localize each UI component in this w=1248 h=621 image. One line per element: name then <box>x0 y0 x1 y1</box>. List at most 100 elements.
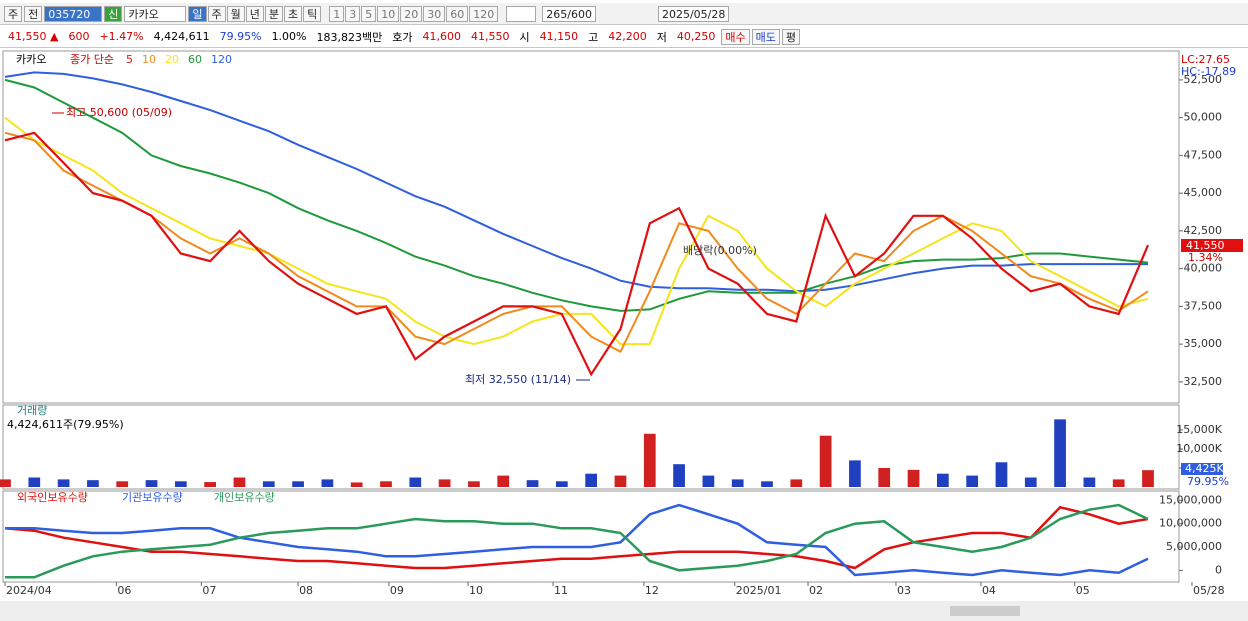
y-tick-label: 15,000K <box>1176 423 1222 436</box>
change-rate: +1.47% <box>99 30 144 43</box>
stock-name[interactable]: 카카오 <box>124 5 187 22</box>
count-button[interactable]: 5 <box>361 5 377 22</box>
y-tick-label: 10,000K <box>1176 442 1222 455</box>
legend-item: 10 <box>142 53 156 66</box>
y-tick-label: 15,000,000 <box>1159 493 1222 506</box>
x-tick-label: 09 <box>390 584 404 597</box>
volume-bar <box>1054 419 1066 487</box>
buy-button[interactable]: 매수 <box>721 28 750 45</box>
volume-bar <box>761 481 773 487</box>
x-tick-label: 06 <box>117 584 131 597</box>
y-tick-label: 40,000 <box>1184 262 1223 275</box>
legend-item: 개인보유수량 <box>214 491 275 504</box>
volume-bar <box>849 460 861 487</box>
y-tick-label: 32,500 <box>1184 375 1223 388</box>
volume-rate: 79.95% <box>219 30 262 43</box>
panel-subtitle: 4,424,611주(79.95%) <box>7 418 124 431</box>
annotation-low: 최저 32,550 (11/14) <box>465 373 571 386</box>
interval-button[interactable]: 초 <box>284 5 303 22</box>
prev[interactable]: 전 <box>24 5 43 22</box>
last-volume-box <box>1181 463 1223 475</box>
series-line <box>4 116 1149 346</box>
legend-item: 60 <box>188 53 202 66</box>
x-tick-label: 10 <box>469 584 483 597</box>
volume-bar <box>907 469 920 487</box>
x-tick-label: 05 <box>1076 584 1090 597</box>
x-tick-label: 11 <box>554 584 568 597</box>
volume-bar <box>468 481 480 487</box>
volume-bar <box>497 475 510 487</box>
code-input[interactable]: 035720 <box>44 5 103 22</box>
volume-bar <box>0 479 11 487</box>
hc-label: HC:-17.89 <box>1181 65 1236 78</box>
holding-panel <box>2 490 1180 583</box>
y-tick-label: 52,500 <box>1184 73 1223 86</box>
interval-button[interactable]: 분 <box>264 5 283 22</box>
series-line <box>5 503 1149 577</box>
scroll-thumb[interactable] <box>950 606 1020 616</box>
count-button[interactable]: 30 <box>423 5 446 22</box>
annotation-high: 최고 50,600 (05/09) <box>66 106 172 119</box>
count-button[interactable]: 60 <box>446 5 469 22</box>
count-button[interactable]: 120 <box>469 5 499 22</box>
volume-bar <box>28 477 41 487</box>
credit: 신 <box>104 5 123 22</box>
interval-button[interactable]: 월 <box>226 5 245 22</box>
x-tick-label: 04 <box>982 584 996 597</box>
bar-count[interactable]: 265/600 <box>542 5 596 22</box>
volume-bar <box>731 479 744 487</box>
volume-bar <box>292 481 304 487</box>
bar-count-max: /600 <box>567 7 592 21</box>
count-button[interactable]: 10 <box>377 5 400 22</box>
high: 42,200 <box>608 30 647 43</box>
count-button[interactable]: 1 <box>329 5 345 22</box>
series-line <box>5 503 1149 579</box>
volume-bar <box>145 480 158 487</box>
x-tick-label: 08 <box>299 584 313 597</box>
volume-bar <box>380 481 392 487</box>
x-tick-label: 2025/01 <box>736 584 782 597</box>
avg-button[interactable]: 평 <box>781 28 800 45</box>
empty-select[interactable] <box>506 5 537 22</box>
period[interactable]: 주 <box>4 5 23 22</box>
interval-button[interactable]: 주 <box>207 5 226 22</box>
volume-bar <box>966 475 979 487</box>
volume-bar <box>673 464 685 487</box>
price-panel <box>2 50 1180 404</box>
x-tick-label: 12 <box>645 584 659 597</box>
low: 40,250 <box>676 30 716 43</box>
count-button[interactable]: 20 <box>400 5 423 22</box>
interval-button[interactable]: 일 <box>188 5 207 22</box>
interval-button[interactable]: 년 <box>245 5 264 22</box>
open: 41,150 <box>539 30 579 43</box>
volume-bar <box>409 477 422 487</box>
legend-subtitle: 종가 단순 <box>70 53 114 66</box>
count-button[interactable]: 3 <box>345 5 361 22</box>
volume-bar <box>262 481 275 487</box>
x-tick-label: 2024/04 <box>6 584 52 597</box>
panel-title: 거래량 <box>17 404 47 417</box>
y-tick-label: 47,500 <box>1184 148 1223 161</box>
panel-title: 카카오 <box>16 53 46 66</box>
sell-button[interactable]: 매도 <box>751 28 780 45</box>
change: 600 <box>68 30 90 43</box>
scroll-bar[interactable] <box>0 601 1248 621</box>
price: 41,550 ▲ <box>8 30 59 43</box>
volume-bar <box>1112 479 1125 487</box>
quote-label: 호가 <box>392 30 413 44</box>
date-input[interactable]: 2025/05/28 <box>657 5 730 22</box>
x-tick-label: 03 <box>897 584 911 597</box>
volume-bar <box>57 479 70 487</box>
last-price: 41,550 <box>1186 239 1225 252</box>
interval-button[interactable]: 틱 <box>303 5 322 22</box>
y-tick-label: 10,000,000 <box>1159 517 1222 530</box>
volume-bar <box>585 473 598 487</box>
volume-bar <box>878 468 891 487</box>
volume-bar <box>1083 477 1096 487</box>
low-label: 저 <box>656 30 667 44</box>
volume-bar <box>321 479 334 487</box>
bid: 41,550 <box>471 30 510 43</box>
